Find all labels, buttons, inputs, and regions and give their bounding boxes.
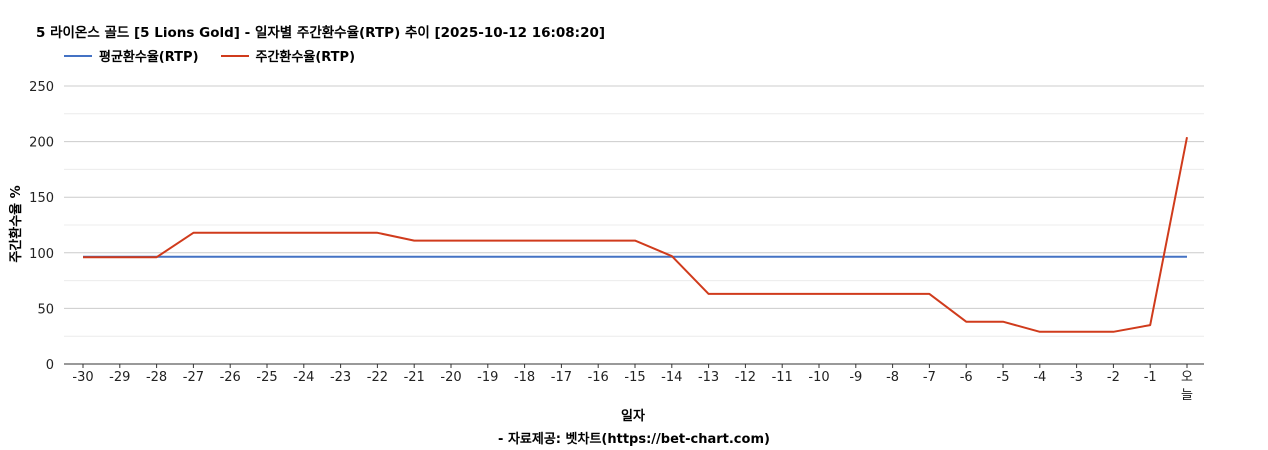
x-tick-label: -14 xyxy=(661,370,682,385)
x-axis-title: 일자 xyxy=(621,409,645,424)
x-tick-label: -26 xyxy=(220,370,241,385)
y-axis-ticks: 0 50 100 150 200 250 xyxy=(29,80,54,373)
x-tick-label: -7 xyxy=(923,370,936,385)
x-axis-ticks: -30 -29 -28 -27 -26 -25 -24 -23 -22 -21 -20 -19 -18 -… xyxy=(72,364,1193,403)
x-tick-label: -3 xyxy=(1070,370,1083,385)
y-axis-title: 주간환수율 % xyxy=(8,185,24,262)
grid-lines xyxy=(64,85,1204,365)
x-tick-label: -28 xyxy=(146,370,167,385)
x-tick-label: -10 xyxy=(808,370,829,385)
x-tick-label: -1 xyxy=(1144,370,1157,385)
source-credit: - 자료제공: 벳차트(https://bet-chart.com) xyxy=(498,432,770,447)
x-tick-label: -8 xyxy=(886,370,899,385)
x-tick-label: -4 xyxy=(1033,370,1046,385)
x-tick-label: -12 xyxy=(735,370,756,385)
x-tick-label: -29 xyxy=(109,370,130,385)
x-tick-label: -30 xyxy=(72,370,93,385)
x-tick-label: -27 xyxy=(183,370,204,385)
x-tick-label: -6 xyxy=(960,370,973,385)
legend-label-weekly: 주간환수율(RTP) xyxy=(255,50,356,65)
x-tick-label: -22 xyxy=(367,370,388,385)
legend-swatch-average xyxy=(64,54,92,57)
x-tick-label: -21 xyxy=(404,370,425,385)
y-tick-label: 0 xyxy=(46,358,54,373)
x-tick-label: -15 xyxy=(624,370,645,385)
x-tick-label: -17 xyxy=(551,370,572,385)
x-tick-label: -11 xyxy=(772,370,793,385)
x-tick-label: -25 xyxy=(256,370,277,385)
legend: 평균환수율(RTP) 주간환수율(RTP) xyxy=(64,46,355,65)
series-lines xyxy=(83,137,1188,333)
y-tick-label: 200 xyxy=(29,136,54,151)
x-tick-label: -20 xyxy=(440,370,461,385)
legend-label-average: 평균환수율(RTP) xyxy=(99,50,199,65)
x-tick-label: -16 xyxy=(588,370,609,385)
x-tick-label: -13 xyxy=(698,370,719,385)
x-tick-label: -23 xyxy=(330,370,351,385)
x-tick-label: -2 xyxy=(1107,370,1120,385)
x-tick-label: -9 xyxy=(849,370,862,385)
legend-item-average[interactable]: 평균환수율(RTP) xyxy=(64,46,199,65)
weekly-rtp-line xyxy=(83,137,1188,333)
y-tick-label: 150 xyxy=(29,191,54,206)
x-tick-label: -24 xyxy=(293,370,314,385)
x-tick-label: -5 xyxy=(997,370,1010,385)
y-tick-label: 250 xyxy=(29,80,54,95)
y-tick-label: 50 xyxy=(37,302,54,317)
x-tick-label: -18 xyxy=(514,370,535,385)
chart-title: 5 라이온스 골드 [5 Lions Gold] - 일자별 주간환수율(RTP… xyxy=(36,25,606,41)
x-tick-label: -19 xyxy=(477,370,498,385)
y-tick-label: 100 xyxy=(29,247,54,262)
legend-item-weekly[interactable]: 주간환수율(RTP) xyxy=(220,46,356,65)
legend-swatch-weekly xyxy=(220,54,249,57)
